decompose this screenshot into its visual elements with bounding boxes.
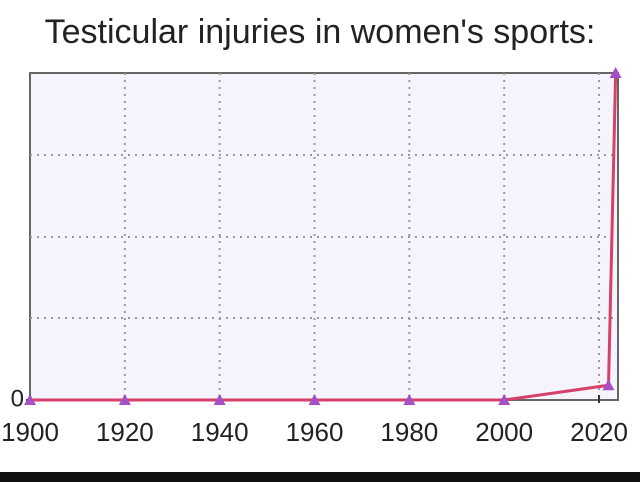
marker [498, 394, 511, 405]
marker [403, 394, 416, 405]
line [30, 72, 618, 402]
x-tick-label: 1940 [191, 417, 249, 447]
marker [213, 394, 226, 405]
marker [118, 394, 131, 405]
x-tick-label: 1980 [380, 417, 438, 447]
x-tick-label: 1920 [96, 417, 154, 447]
horizontal-grid [30, 154, 618, 319]
x-tick-label: 1900 [1, 417, 59, 447]
marker [24, 394, 36, 405]
x-tick-label: 2000 [475, 417, 533, 447]
x-tick-label: 2020 [570, 417, 628, 447]
marker [308, 394, 321, 405]
y-tick-label: 0 [11, 385, 24, 412]
marker [609, 67, 622, 78]
bottom-strip [0, 472, 640, 482]
marker [602, 379, 615, 391]
chart-title: Testicular injuries in women's sports: [45, 13, 596, 51]
x-tick-label: 1960 [286, 417, 344, 447]
